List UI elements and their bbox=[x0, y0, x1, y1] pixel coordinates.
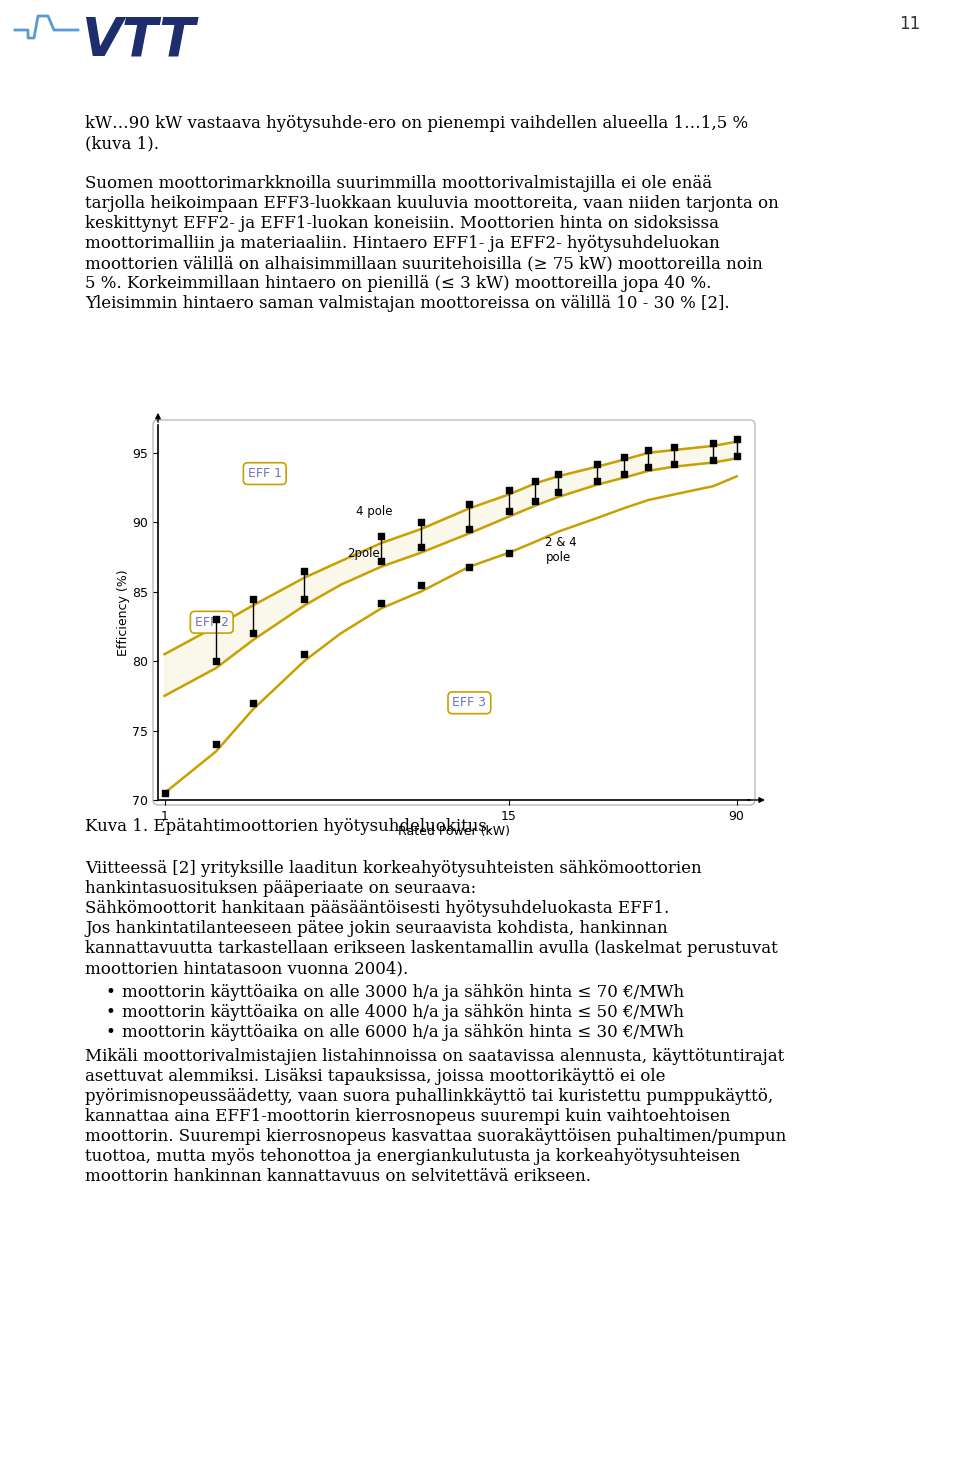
Text: Kuva 1. Epätahtimoottorien hyötysuhdeluokitus.: Kuva 1. Epätahtimoottorien hyötysuhdeluo… bbox=[85, 818, 492, 835]
Point bbox=[706, 431, 721, 455]
Text: tuottoa, mutta myös tehonottoa ja energiankulutusta ja korkeahyötysuhteisen: tuottoa, mutta myös tehonottoa ja energi… bbox=[85, 1148, 740, 1164]
Text: Sähkömoottorit hankitaan pääsääntöisesti hyötysuhdeluokasta EFF1.: Sähkömoottorit hankitaan pääsääntöisesti… bbox=[85, 899, 669, 917]
Point bbox=[208, 733, 224, 757]
Point bbox=[208, 608, 224, 631]
Text: •: • bbox=[105, 1025, 115, 1041]
Point bbox=[501, 499, 516, 523]
Point bbox=[729, 427, 744, 450]
Text: pyörimisnopeussäädetty, vaan suora puhallinkkäyttö tai kuristettu pumppukäyttö,: pyörimisnopeussäädetty, vaan suora puhal… bbox=[85, 1088, 773, 1105]
Text: EFF 3: EFF 3 bbox=[452, 696, 487, 710]
Text: EFF 1: EFF 1 bbox=[248, 467, 282, 480]
Point bbox=[589, 468, 605, 492]
Text: moottorin käyttöaika on alle 3000 h/a ja sähkön hinta ≤ 70 €/MWh: moottorin käyttöaika on alle 3000 h/a ja… bbox=[122, 983, 684, 1001]
Text: moottorin hankinnan kannattavuus on selvitettävä erikseen.: moottorin hankinnan kannattavuus on selv… bbox=[85, 1167, 591, 1185]
Point bbox=[208, 649, 224, 673]
FancyBboxPatch shape bbox=[153, 420, 755, 805]
Text: 11: 11 bbox=[899, 15, 920, 32]
Point bbox=[616, 462, 632, 486]
Text: •: • bbox=[105, 1004, 115, 1022]
Point bbox=[297, 559, 312, 583]
Y-axis label: Efficiency (%): Efficiency (%) bbox=[116, 570, 130, 657]
Point bbox=[462, 493, 477, 517]
Text: 5 %. Korkeimmillaan hintaero on pienillä (≤ 3 kW) moottoreilla jopa 40 %.: 5 %. Korkeimmillaan hintaero on pienillä… bbox=[85, 275, 711, 291]
Point bbox=[666, 452, 682, 475]
Point bbox=[413, 573, 428, 596]
Text: tarjolla heikoimpaan EFF3-luokkaan kuuluvia moottoreita, vaan niiden tarjonta on: tarjolla heikoimpaan EFF3-luokkaan kuulu… bbox=[85, 194, 779, 212]
Point bbox=[413, 511, 428, 534]
Point bbox=[462, 555, 477, 578]
Text: 4 pole: 4 pole bbox=[356, 505, 393, 518]
Text: kW…90 kW vastaava hyötysuhde-ero on pienempi vaihdellen alueella 1…1,5 %: kW…90 kW vastaava hyötysuhde-ero on pien… bbox=[85, 115, 748, 132]
Text: EFF 2: EFF 2 bbox=[195, 615, 228, 629]
Point bbox=[528, 490, 543, 514]
Point bbox=[373, 549, 389, 573]
Point bbox=[641, 455, 657, 478]
X-axis label: Rated Power (kW): Rated Power (kW) bbox=[398, 826, 510, 839]
Point bbox=[501, 542, 516, 565]
Text: Jos hankintatilanteeseen pätee jokin seuraavista kohdista, hankinnan: Jos hankintatilanteeseen pätee jokin seu… bbox=[85, 920, 667, 938]
Point bbox=[245, 690, 260, 714]
Point bbox=[589, 452, 605, 475]
Point bbox=[550, 462, 565, 486]
Point bbox=[245, 587, 260, 611]
Point bbox=[641, 439, 657, 462]
Point bbox=[373, 524, 389, 548]
Point bbox=[245, 621, 260, 645]
Text: Mikäli moottorivalmistajien listahinnoissa on saatavissa alennusta, käyttötuntir: Mikäli moottorivalmistajien listahinnois… bbox=[85, 1048, 784, 1066]
Point bbox=[156, 782, 172, 805]
Text: kannattaa aina EFF1-moottorin kierrosnopeus suurempi kuin vaihtoehtoisen: kannattaa aina EFF1-moottorin kierrosnop… bbox=[85, 1108, 731, 1125]
Point bbox=[616, 445, 632, 468]
Point bbox=[413, 536, 428, 559]
Point bbox=[706, 447, 721, 471]
Point bbox=[729, 443, 744, 467]
Point bbox=[550, 480, 565, 503]
Point bbox=[501, 478, 516, 502]
Text: moottorin käyttöaika on alle 6000 h/a ja sähkön hinta ≤ 30 €/MWh: moottorin käyttöaika on alle 6000 h/a ja… bbox=[122, 1025, 684, 1041]
Text: kannattavuutta tarkastellaan erikseen laskentamallin avulla (laskelmat perustuva: kannattavuutta tarkastellaan erikseen la… bbox=[85, 941, 778, 957]
Text: Viitteessä [2] yrityksille laaditun korkeahyötysuhteisten sähkömoottorien: Viitteessä [2] yrityksille laaditun kork… bbox=[85, 860, 702, 877]
Point bbox=[297, 642, 312, 665]
Text: 2 & 4
pole: 2 & 4 pole bbox=[545, 536, 577, 564]
Point bbox=[297, 587, 312, 611]
Point bbox=[666, 436, 682, 459]
Text: moottorin. Suurempi kierrosnopeus kasvattaa suorakäyttöisen puhaltimen/pumpun: moottorin. Suurempi kierrosnopeus kasvat… bbox=[85, 1128, 786, 1145]
Point bbox=[528, 468, 543, 492]
Text: moottorimalliin ja materiaaliin. Hintaero EFF1- ja EFF2- hyötysuhdeluokan: moottorimalliin ja materiaaliin. Hintaer… bbox=[85, 236, 720, 252]
Text: asettuvat alemmiksi. Lisäksi tapauksissa, joissa moottorikäyttö ei ole: asettuvat alemmiksi. Lisäksi tapauksissa… bbox=[85, 1069, 665, 1085]
Text: Suomen moottorimarkknoilla suurimmilla moottorivalmistajilla ei ole enää: Suomen moottorimarkknoilla suurimmilla m… bbox=[85, 175, 712, 191]
Text: •: • bbox=[105, 983, 115, 1001]
Text: moottorien hintatasoon vuonna 2004).: moottorien hintatasoon vuonna 2004). bbox=[85, 960, 408, 977]
Point bbox=[462, 517, 477, 540]
Text: moottorin käyttöaika on alle 4000 h/a ja sähkön hinta ≤ 50 €/MWh: moottorin käyttöaika on alle 4000 h/a ja… bbox=[122, 1004, 684, 1022]
Text: Yleisimmin hintaero saman valmistajan moottoreissa on välillä 10 - 30 % [2].: Yleisimmin hintaero saman valmistajan mo… bbox=[85, 294, 730, 312]
Text: moottorien välillä on alhaisimmillaan suuritehoisilla (≥ 75 kW) moottoreilla noi: moottorien välillä on alhaisimmillaan su… bbox=[85, 255, 763, 272]
Text: hankintasuosituksen pääperiaate on seuraava:: hankintasuosituksen pääperiaate on seura… bbox=[85, 880, 476, 896]
Text: VTT: VTT bbox=[82, 15, 196, 68]
Text: keskittynyt EFF2- ja EFF1-luokan koneisiin. Moottorien hinta on sidoksissa: keskittynyt EFF2- ja EFF1-luokan koneisi… bbox=[85, 215, 719, 233]
Point bbox=[373, 590, 389, 614]
Text: (kuva 1).: (kuva 1). bbox=[85, 135, 159, 152]
Text: 2pole: 2pole bbox=[347, 546, 380, 559]
